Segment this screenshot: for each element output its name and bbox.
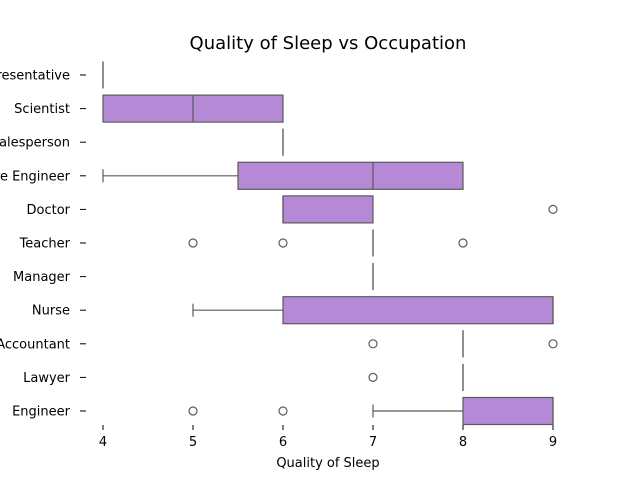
box-nurse (192, 296, 554, 325)
x-axis-label: Quality of Sleep (276, 456, 379, 471)
y-tick-label: Software Engineer (0, 169, 71, 184)
x-tick-label: 5 (189, 435, 197, 450)
box-teacher (188, 229, 468, 257)
x-tick-label: 9 (549, 435, 557, 450)
x-tick-label: 6 (279, 435, 287, 450)
x-tick-label: 8 (459, 435, 467, 450)
box-doctor (282, 195, 558, 224)
box-rect (462, 396, 554, 426)
x-tick-label: 4 (99, 435, 107, 450)
y-axis: Sales Representative Scientist Salesperson… (0, 69, 86, 420)
outlier-point (458, 238, 468, 248)
y-tick-label: Accountant (0, 337, 70, 352)
box-rect (237, 161, 464, 190)
outlier-point (278, 238, 288, 248)
outlier-point (368, 339, 378, 349)
x-tick-label: 7 (369, 435, 377, 450)
y-tick-label: Sales Representative (0, 69, 70, 84)
y-tick-label: Engineer (12, 405, 71, 420)
y-tick-label: Scientist (14, 102, 70, 117)
box-software-engineer (102, 161, 464, 190)
box-lawyer (368, 363, 464, 391)
chart-title: Quality of Sleep vs Occupation (190, 33, 467, 54)
y-tick-label: Manager (13, 270, 71, 285)
y-tick-label: Lawyer (23, 371, 71, 386)
y-tick-label: Teacher (19, 237, 71, 252)
y-tick-label: Doctor (26, 203, 70, 218)
y-tick-label: Salesperson (0, 136, 70, 151)
outlier-point (188, 406, 198, 416)
outlier-point (548, 204, 558, 214)
box-rect (282, 195, 374, 224)
y-tick-label: Nurse (32, 304, 70, 319)
outlier-point (188, 238, 198, 248)
box-accountant (368, 330, 558, 358)
box-rect (282, 296, 554, 325)
x-axis: 4 5 6 7 8 9 (99, 425, 557, 450)
box-engineer (188, 396, 554, 426)
outlier-point (368, 372, 378, 382)
outlier-point (548, 339, 558, 349)
outlier-point (278, 406, 288, 416)
box-scientist (102, 94, 284, 123)
plot-area (102, 61, 558, 426)
